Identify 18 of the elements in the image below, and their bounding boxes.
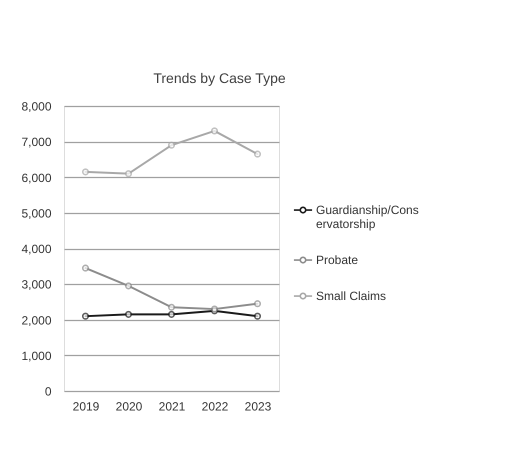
y-tick-label: 6,000 (21, 170, 52, 185)
x-tick-label: 2019 (72, 400, 100, 414)
x-tick-label: 2021 (158, 400, 186, 414)
legend-label: Guardianship/Conservatorship (316, 203, 419, 232)
y-tick-label: 7,000 (21, 135, 52, 150)
legend-label: Probate (316, 253, 358, 268)
y-tick-label: 8,000 (21, 100, 52, 114)
y-tick-label: 4,000 (21, 242, 52, 256)
legend-label: Small Claims (316, 289, 386, 304)
x-tick-label: 2023 (244, 400, 272, 414)
x-tick-label: 2020 (116, 400, 143, 414)
x-tick-label: 2022 (202, 400, 229, 414)
y-tick-label: 5,000 (21, 206, 52, 220)
y-tick-label: 0 (44, 384, 52, 398)
y-tick-label: 1,000 (21, 348, 52, 363)
y-tick-label: 2,000 (21, 313, 52, 328)
chart-title: Trends by Case Type (153, 70, 286, 86)
y-tick-label: 3,000 (21, 278, 52, 292)
